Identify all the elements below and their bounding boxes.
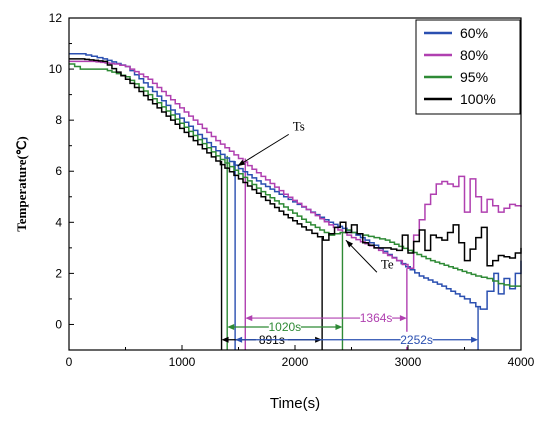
duration-annotation: 1364s bbox=[245, 310, 407, 326]
x-tick-label: 3000 bbox=[395, 355, 422, 369]
marker-label: Te bbox=[381, 256, 394, 271]
y-axis-label: Temperature(℃) bbox=[14, 136, 29, 231]
x-tick-label: 2000 bbox=[282, 355, 309, 369]
x-tick-label: 4000 bbox=[508, 355, 535, 369]
duration-arrow-head bbox=[221, 336, 229, 343]
duration-arrow-head bbox=[227, 324, 235, 331]
y-tick-label: 4 bbox=[55, 215, 62, 229]
duration-label: 2252s bbox=[400, 333, 433, 347]
axes: 0 1000 2000 3000 4000 0 2 4 6 8 10 12 bbox=[49, 11, 535, 369]
y-tick-label: 2 bbox=[55, 266, 62, 280]
x-tick-label: 1000 bbox=[169, 355, 196, 369]
duration-arrow-head bbox=[245, 315, 253, 322]
marker-label: Ts bbox=[293, 118, 305, 133]
x-tick-label: 0 bbox=[66, 355, 73, 369]
duration-arrow-head bbox=[471, 336, 479, 343]
y-tick-label: 12 bbox=[49, 11, 63, 25]
duration-arrow-head bbox=[399, 315, 407, 322]
duration-arrow-head bbox=[335, 324, 343, 331]
legend-label: 80% bbox=[460, 47, 488, 63]
legend: 60% 80% 95% 100% bbox=[415, 19, 521, 115]
y-tick-label: 0 bbox=[55, 317, 62, 331]
duration-annotation: 2252s bbox=[235, 331, 479, 347]
marker-pointer bbox=[237, 133, 290, 167]
duration-label-bg bbox=[268, 319, 301, 335]
marker-annotation: Ts bbox=[237, 118, 305, 167]
x-axis-label: Time(s) bbox=[270, 395, 320, 412]
duration-arrow-head bbox=[235, 336, 243, 343]
duration-label: 1364s bbox=[360, 311, 393, 325]
series-line-100pct bbox=[69, 58, 522, 267]
marker-annotation: Te bbox=[345, 239, 394, 273]
duration-label-bg bbox=[360, 310, 393, 326]
y-tick-label: 8 bbox=[55, 113, 62, 127]
marker-arrow-head bbox=[237, 159, 246, 167]
duration-label: 1020s bbox=[268, 320, 301, 334]
series-line-80pct bbox=[69, 60, 522, 270]
legend-label: 100% bbox=[460, 91, 496, 107]
y-tick-label: 6 bbox=[55, 164, 62, 178]
y-tick-label: 10 bbox=[49, 62, 63, 76]
duration-label-bg bbox=[400, 331, 433, 347]
legend-label: 95% bbox=[460, 69, 488, 85]
series-line-95pct bbox=[69, 63, 521, 287]
legend-label: 60% bbox=[460, 25, 488, 41]
marker-arrow-head bbox=[345, 240, 354, 248]
duration-annotation: 1020s bbox=[227, 319, 343, 335]
